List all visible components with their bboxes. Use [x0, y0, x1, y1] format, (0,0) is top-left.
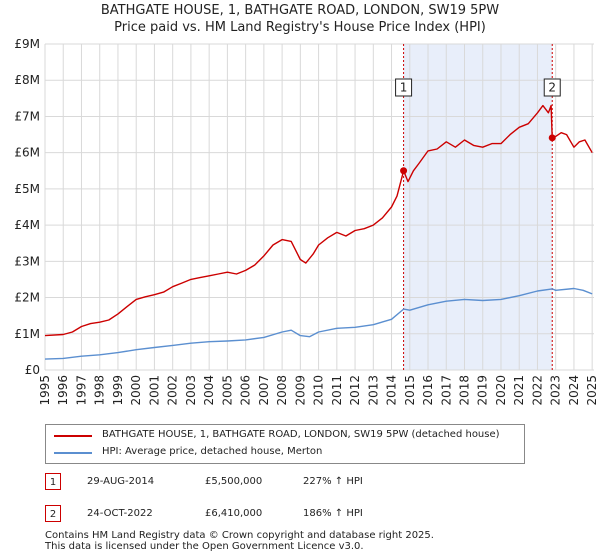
x-tick-label: 2003: [184, 375, 198, 406]
x-tick-label: 2022: [530, 375, 544, 406]
x-tick-label: 2007: [257, 375, 271, 406]
x-tick-label: 1997: [74, 375, 88, 406]
x-tick-label: 2012: [348, 375, 362, 406]
x-tick-label: 2019: [476, 375, 490, 406]
license-line: This data is licensed under the Open Gov…: [45, 541, 364, 552]
legend-swatch-property: [54, 435, 92, 437]
sale-marker: [400, 167, 408, 175]
price-chart: 1 2 £0 £1M £2M £3M £4M £5M £6M £7M £8M £9M 1995 199…: [14, 37, 599, 406]
x-tick-label: 2001: [147, 375, 161, 406]
hpi-line: [44, 287, 593, 360]
x-tick-label: 2020: [494, 375, 508, 406]
x-tick-label: 2005: [220, 375, 234, 406]
x-tick-label: 1998: [93, 375, 107, 406]
x-tick-label: 2013: [366, 375, 380, 406]
x-tick-label: 2010: [312, 375, 326, 406]
sale-label-number: 2: [548, 81, 556, 95]
x-tick-label: 2002: [166, 375, 180, 406]
sale-label-box: [543, 78, 561, 97]
x-tick-label: 2009: [293, 375, 307, 406]
sale-marker: [548, 134, 556, 142]
transaction-hpi-change: 227% ↑ HPI: [303, 476, 363, 487]
sale-label-number: 1: [400, 81, 408, 95]
y-tick-label: £2M: [14, 291, 40, 305]
legend: BATHGATE HOUSE, 1, BATHGATE ROAD, LONDON…: [45, 424, 525, 464]
x-tick-label: 1995: [38, 375, 52, 406]
x-tick-label: 2021: [512, 375, 526, 406]
attribution-footer: Contains HM Land Registry data © Crown c…: [45, 530, 434, 552]
x-tick-label: 2024: [567, 375, 581, 406]
x-tick-label: 2008: [275, 375, 289, 406]
x-tick-label: 2006: [239, 375, 253, 406]
x-tick-label: 2023: [549, 375, 563, 406]
y-tick-label: £9M: [14, 37, 40, 51]
x-tick-label: 2004: [202, 375, 216, 406]
chart-subtitle: Price paid vs. HM Land Registry's House …: [114, 20, 486, 35]
transaction-date: 29-AUG-2014: [87, 476, 155, 487]
y-tick-label: £3M: [14, 254, 40, 268]
y-tick-label: £4M: [14, 218, 40, 232]
x-tick-label: 2017: [439, 375, 453, 406]
y-tick-label: £7M: [14, 109, 40, 123]
y-tick-label: £8M: [14, 73, 40, 87]
legend-label-property: BATHGATE HOUSE, 1, BATHGATE ROAD, LONDON…: [102, 429, 500, 440]
transaction-date: 24-OCT-2022: [87, 508, 153, 519]
x-tick-label: 1999: [111, 375, 125, 406]
x-tick-label: 2016: [421, 375, 435, 406]
legend-label-hpi: HPI: Average price, detached house, Mert…: [102, 446, 323, 457]
transaction-price: £5,500,000: [205, 476, 263, 487]
transaction-hpi-change: 186% ↑ HPI: [303, 508, 363, 519]
property-price-line: [44, 104, 593, 337]
chart-title-address: BATHGATE HOUSE, 1, BATHGATE ROAD, LONDON…: [100, 3, 500, 18]
x-tick-label: 2000: [129, 375, 143, 406]
sale-label-box: [395, 78, 413, 97]
y-tick-label: £1M: [14, 327, 40, 341]
x-tick-label: 2015: [403, 375, 417, 406]
y-tick-label: £5M: [14, 182, 40, 196]
transaction-row: 2 24-OCT-2022 £6,410,000 186% ↑ HPI: [45, 505, 545, 525]
transaction-row: 1 29-AUG-2014 £5,500,000 227% ↑ HPI: [45, 473, 545, 493]
x-tick-label: 2011: [330, 375, 344, 406]
legend-swatch-hpi: [54, 452, 92, 454]
x-tick-label: 1996: [56, 375, 70, 406]
x-tick-label: 2018: [458, 375, 472, 406]
y-tick-label: £6M: [14, 146, 40, 160]
transaction-badge: 1: [45, 473, 61, 490]
attribution-line: Contains HM Land Registry data © Crown c…: [45, 530, 434, 541]
transaction-price: £6,410,000: [205, 508, 263, 519]
x-tick-label: 2014: [385, 375, 399, 406]
y-tick-label: £0: [25, 363, 40, 377]
sale-period-shading: [403, 44, 553, 370]
x-tick-label: 2025: [585, 375, 599, 406]
transaction-badge: 2: [45, 505, 61, 522]
